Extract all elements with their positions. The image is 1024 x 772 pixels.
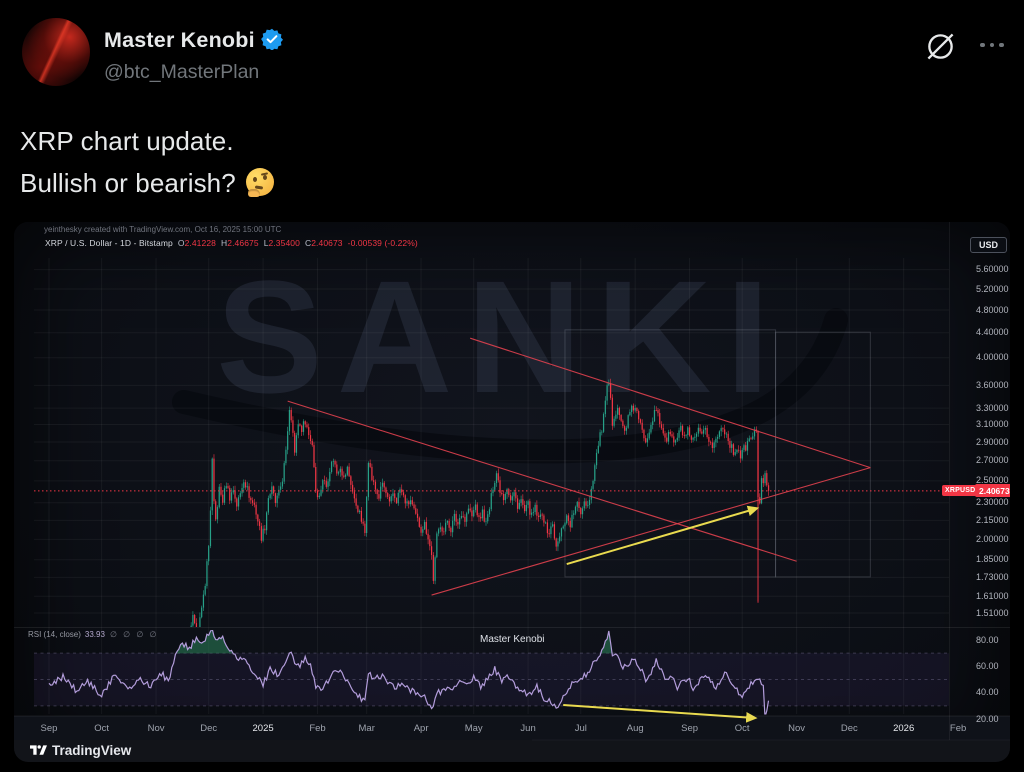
chart-symbol-legend: XRP / U.S. Dollar - 1D - Bitstamp O2.4122…: [45, 238, 418, 248]
time-axis-label: Aug: [626, 723, 644, 734]
thinking-face-emoji: [245, 168, 274, 197]
display-name[interactable]: Master Kenobi: [104, 28, 283, 56]
time-axis-label: Jun: [520, 723, 536, 734]
tweet-text-line2-text: Bullish or bearish?: [20, 168, 236, 198]
time-axis-label: Feb: [949, 723, 967, 734]
more-button[interactable]: [972, 30, 1012, 60]
price-axis-label: 2.50000: [976, 475, 1009, 486]
last-price-symbol-badge: XRPUSD: [942, 485, 979, 496]
time-axis-label: Oct: [734, 723, 750, 734]
price-axis-label: 4.40000: [976, 327, 1009, 338]
currency-toggle-button[interactable]: USD: [970, 237, 1008, 253]
price-axis-label: 4.00000: [976, 352, 1009, 363]
price-axis-label: 1.61000: [976, 590, 1009, 601]
price-axis-label: 2.15000: [976, 514, 1009, 525]
time-axis-label: May: [464, 723, 483, 734]
time-axis-label: Nov: [788, 723, 806, 734]
price-axis-label: 1.85000: [976, 554, 1009, 565]
price-axis-label: 3.60000: [976, 379, 1009, 390]
time-axis-label: Oct: [94, 723, 110, 734]
rsi-axis-label: 60.00: [976, 660, 999, 671]
last-price-value-badge: 2.40673: [975, 484, 1010, 497]
tweet-text-line1: XRP chart update.: [20, 126, 234, 156]
time-axis-label: 2026: [893, 723, 915, 734]
tweet-text-line2: Bullish or bearish?: [20, 168, 274, 199]
rsi-axis-label: 80.00: [976, 634, 999, 645]
price-axis-label: 3.10000: [976, 419, 1009, 429]
user-handle[interactable]: @btc_MasterPlan: [104, 61, 260, 83]
chart-attribution: yeinthesky created with TradingView.com,…: [44, 225, 282, 234]
rsi-axis-label: 40.00: [976, 687, 999, 698]
chart-canvas: SANKI: [14, 222, 1010, 762]
rsi-axis-label: 20.00: [976, 713, 999, 724]
verified-badge-icon: [260, 28, 283, 56]
time-axis-label: 2025: [252, 723, 274, 734]
time-axis-label: Apr: [413, 723, 429, 734]
price-axis-label: 2.70000: [976, 455, 1009, 466]
grok-slash-circle-icon: [927, 33, 953, 59]
time-axis-label: Nov: [147, 723, 165, 734]
ellipsis-dot: [980, 42, 985, 48]
time-axis-label: Sep: [40, 723, 58, 734]
price-axis-label: 3.30000: [976, 402, 1009, 413]
price-axis-label: 2.00000: [976, 533, 1009, 544]
time-axis-label: Feb: [309, 723, 326, 734]
avatar[interactable]: [22, 18, 90, 86]
tradingview-logo: TradingView: [30, 743, 131, 758]
time-axis-label: Mar: [358, 723, 375, 734]
author-watermark: Master Kenobi: [480, 634, 545, 645]
tweet-media-chart[interactable]: SANKI yeinthesky created with TradingVie…: [14, 222, 1010, 762]
rsi-legend: RSI (14, close) 33.93 ∅ ∅ ∅ ∅: [28, 630, 159, 639]
time-axis-label: Dec: [200, 723, 218, 734]
ellipsis-dot: [999, 42, 1004, 48]
grok-button[interactable]: [920, 26, 960, 66]
price-axis-label: 1.51000: [976, 607, 1009, 618]
price-axis-label: 5.20000: [976, 283, 1009, 294]
price-axis-label: 5.60000: [976, 264, 1009, 275]
time-axis-label: Jul: [574, 723, 587, 734]
svg-text:SANKI: SANKI: [216, 247, 784, 426]
price-axis-label: 4.80000: [976, 304, 1009, 315]
tradingview-logo-icon: [30, 744, 47, 755]
time-axis-label: Dec: [840, 723, 858, 734]
price-axis-label: 1.73000: [976, 571, 1009, 582]
symbol-title: XRP / U.S. Dollar - 1D - Bitstamp: [45, 238, 173, 248]
ellipsis-dot: [989, 42, 995, 48]
display-name-text: Master Kenobi: [104, 28, 255, 52]
time-axis-label: Sep: [681, 723, 699, 734]
price-axis-label: 2.30000: [976, 497, 1009, 508]
price-axis-label: 2.90000: [976, 436, 1009, 447]
